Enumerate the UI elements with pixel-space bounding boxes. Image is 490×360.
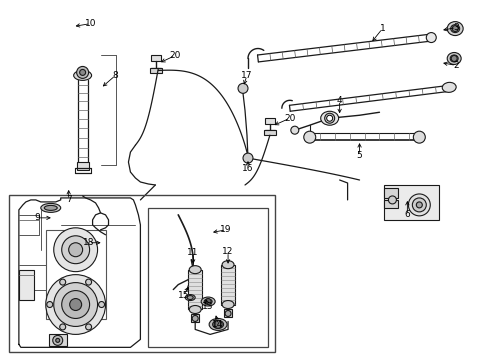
Text: 16: 16 [242, 163, 254, 172]
Text: 17: 17 [241, 71, 253, 80]
Circle shape [304, 131, 316, 143]
Ellipse shape [209, 319, 227, 330]
Circle shape [47, 302, 53, 307]
Circle shape [451, 55, 457, 62]
Circle shape [54, 228, 98, 272]
Circle shape [60, 324, 66, 330]
Circle shape [46, 275, 105, 334]
Bar [150, 68, 162, 73]
Text: 12: 12 [222, 247, 234, 256]
Text: 4: 4 [337, 96, 343, 105]
Text: 1: 1 [380, 24, 385, 33]
Ellipse shape [408, 194, 430, 216]
Circle shape [76, 67, 89, 78]
Bar [264, 130, 276, 135]
Ellipse shape [442, 82, 456, 93]
Bar [76, 162, 89, 170]
Text: 7: 7 [66, 195, 72, 204]
Ellipse shape [187, 296, 193, 300]
Ellipse shape [44, 206, 57, 210]
Bar [49, 334, 67, 346]
Ellipse shape [416, 202, 422, 208]
Text: 6: 6 [405, 210, 410, 219]
Ellipse shape [451, 24, 460, 32]
Text: 19: 19 [220, 225, 232, 234]
Circle shape [327, 115, 333, 121]
Ellipse shape [185, 294, 195, 301]
Bar [385, 185, 439, 220]
Text: 20: 20 [284, 114, 295, 123]
Bar [9, 195, 275, 352]
Bar [188, 270, 202, 310]
Circle shape [53, 336, 63, 345]
Text: 9: 9 [34, 213, 40, 222]
Circle shape [86, 279, 92, 285]
Ellipse shape [222, 301, 234, 309]
Circle shape [414, 131, 425, 143]
Bar [385, 200, 398, 208]
Circle shape [225, 310, 231, 316]
Circle shape [192, 315, 198, 321]
Bar [148, 208, 268, 347]
Circle shape [60, 279, 66, 285]
Text: 13: 13 [202, 302, 214, 311]
Circle shape [69, 243, 83, 257]
Circle shape [70, 298, 82, 310]
Bar [19, 270, 34, 300]
Text: 5: 5 [357, 150, 363, 159]
Text: 3: 3 [453, 23, 459, 32]
Circle shape [54, 283, 98, 327]
Circle shape [291, 126, 299, 134]
Text: 18: 18 [83, 238, 95, 247]
Bar [385, 188, 398, 198]
Circle shape [62, 291, 90, 319]
Ellipse shape [189, 266, 201, 274]
Ellipse shape [204, 299, 212, 304]
Circle shape [238, 84, 248, 93]
Ellipse shape [447, 22, 463, 36]
Text: 10: 10 [85, 19, 97, 28]
Circle shape [243, 153, 253, 163]
Text: 15: 15 [177, 291, 189, 300]
Ellipse shape [213, 320, 223, 328]
Circle shape [452, 26, 458, 32]
Bar [221, 265, 235, 305]
Circle shape [389, 196, 396, 204]
Text: 2: 2 [453, 61, 459, 70]
Ellipse shape [201, 297, 215, 306]
Ellipse shape [41, 203, 61, 212]
Bar [46, 230, 105, 319]
Bar [151, 55, 161, 62]
Ellipse shape [189, 306, 201, 314]
Ellipse shape [321, 111, 339, 125]
Bar [265, 118, 275, 124]
Circle shape [205, 298, 211, 305]
Circle shape [214, 320, 222, 328]
Circle shape [80, 69, 86, 75]
Circle shape [62, 236, 90, 264]
Ellipse shape [450, 55, 458, 62]
Ellipse shape [74, 71, 92, 80]
Bar [191, 315, 199, 323]
Ellipse shape [222, 261, 234, 269]
Text: 20: 20 [170, 51, 181, 60]
Text: 14: 14 [213, 320, 224, 329]
Circle shape [325, 113, 335, 123]
Text: 11: 11 [188, 248, 199, 257]
Ellipse shape [413, 198, 426, 212]
Text: 8: 8 [113, 71, 119, 80]
Circle shape [86, 324, 92, 330]
Ellipse shape [447, 53, 461, 64]
Circle shape [56, 338, 60, 342]
Bar [224, 310, 232, 318]
Circle shape [426, 32, 436, 42]
Circle shape [98, 302, 104, 307]
